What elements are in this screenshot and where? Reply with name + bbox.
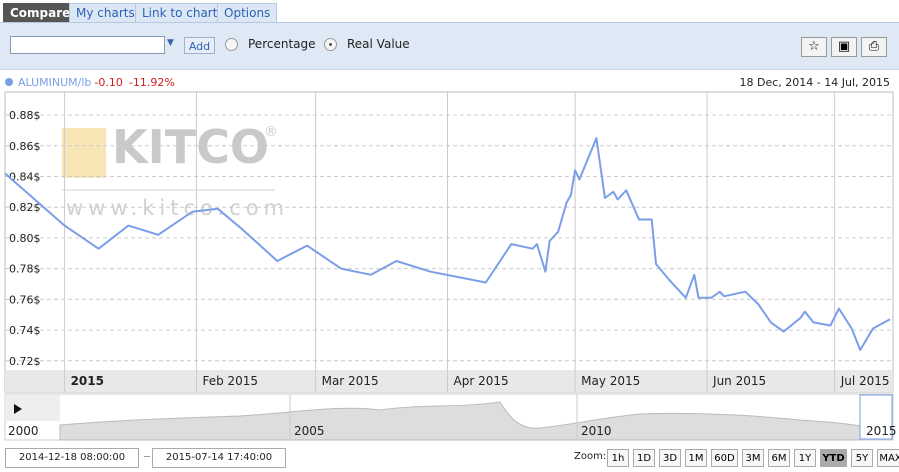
date-range: 18 Dec, 2014 - 14 Jul, 2015 xyxy=(740,76,890,89)
zoom-button[interactable]: 1Y xyxy=(794,449,816,467)
navigator-area xyxy=(59,401,861,441)
watermark-logo xyxy=(62,128,106,178)
y-tick-label: 0.80$ xyxy=(9,232,41,245)
y-tick-label: 0.78$ xyxy=(9,263,41,276)
navigator-handle[interactable] xyxy=(5,395,60,421)
zoom-button[interactable]: 5Y xyxy=(851,449,873,467)
x-tick-label: Jun 2015 xyxy=(712,374,766,388)
zoom-button[interactable]: 3D xyxy=(659,449,681,467)
zoom-button[interactable]: YTD xyxy=(820,449,847,467)
play-icon[interactable] xyxy=(14,404,22,414)
tab[interactable]: My charts xyxy=(69,3,142,22)
x-tick-label: 2015 xyxy=(71,374,104,388)
series-line xyxy=(4,137,891,351)
y-tick-label: 0.88$ xyxy=(9,109,41,122)
legend-marker xyxy=(5,78,13,86)
navigator-label: 2015 xyxy=(866,424,897,438)
zoom-button[interactable]: 1h xyxy=(607,449,629,467)
y-tick-label: 0.84$ xyxy=(9,170,41,183)
y-tick-label: 0.74$ xyxy=(9,324,41,337)
range-separator xyxy=(142,450,152,462)
dropdown-arrow[interactable]: ▼ xyxy=(167,38,174,48)
radio-button[interactable] xyxy=(225,38,238,51)
navigator-label: 2010 xyxy=(581,424,612,438)
watermark: KITCO ® www.kitco.com xyxy=(62,120,289,220)
zoom-button[interactable]: 60D xyxy=(711,449,738,467)
y-tick-label: 0.82$ xyxy=(9,201,41,214)
navigator-label: 2000 xyxy=(8,424,39,438)
tab[interactable]: Compare xyxy=(3,3,78,22)
radio-label: Real Value xyxy=(347,37,410,51)
navigator-selection[interactable] xyxy=(859,394,893,440)
legend-change-pct: -11.92% xyxy=(129,76,175,89)
date-input[interactable]: 2014-12-18 08:00:00 xyxy=(5,448,139,468)
plot-frame xyxy=(4,91,894,393)
y-tick-label: 0.76$ xyxy=(9,293,41,306)
zoom-button[interactable]: 1M xyxy=(685,449,707,467)
radio-dot xyxy=(329,43,332,46)
favorite-button[interactable]: ☆ xyxy=(801,37,827,57)
zoom-button[interactable]: 6M xyxy=(768,449,790,467)
x-tick-label: May 2015 xyxy=(581,374,640,388)
zoom-button[interactable]: 3M xyxy=(742,449,764,467)
y-tick-label: 0.86$ xyxy=(9,140,41,153)
watermark-url: www.kitco.com xyxy=(66,196,289,220)
x-tick-label: Mar 2015 xyxy=(322,374,379,388)
tab[interactable]: Options xyxy=(217,3,278,22)
y-tick-label: 0.72$ xyxy=(9,355,41,368)
legend-change: -0.10 xyxy=(94,76,122,89)
zoom-button[interactable]: MAX xyxy=(877,449,899,467)
x-tick-label: Jul 2015 xyxy=(840,374,890,388)
symbol-input[interactable] xyxy=(10,36,165,54)
zoom-label: Zoom: xyxy=(574,451,607,462)
x-axis-band xyxy=(5,370,893,392)
x-tick-label: Apr 2015 xyxy=(454,374,509,388)
radio-label: Percentage xyxy=(248,37,316,51)
watermark-brand: KITCO xyxy=(112,120,269,174)
date-input[interactable]: 2015-07-14 17:40:00 xyxy=(152,448,286,468)
legend-name: ALUMINUM/lb xyxy=(18,76,91,89)
tab[interactable]: Link to chart xyxy=(135,3,225,22)
add-button[interactable]: Add xyxy=(184,37,215,54)
watermark-mark: ® xyxy=(264,124,278,140)
x-tick-label: Feb 2015 xyxy=(202,374,258,388)
save-button[interactable]: ▣ xyxy=(831,37,857,57)
navigator-label: 2005 xyxy=(294,424,325,438)
zoom-button[interactable]: 1D xyxy=(633,449,655,467)
print-button[interactable]: ⎙ xyxy=(861,37,887,57)
